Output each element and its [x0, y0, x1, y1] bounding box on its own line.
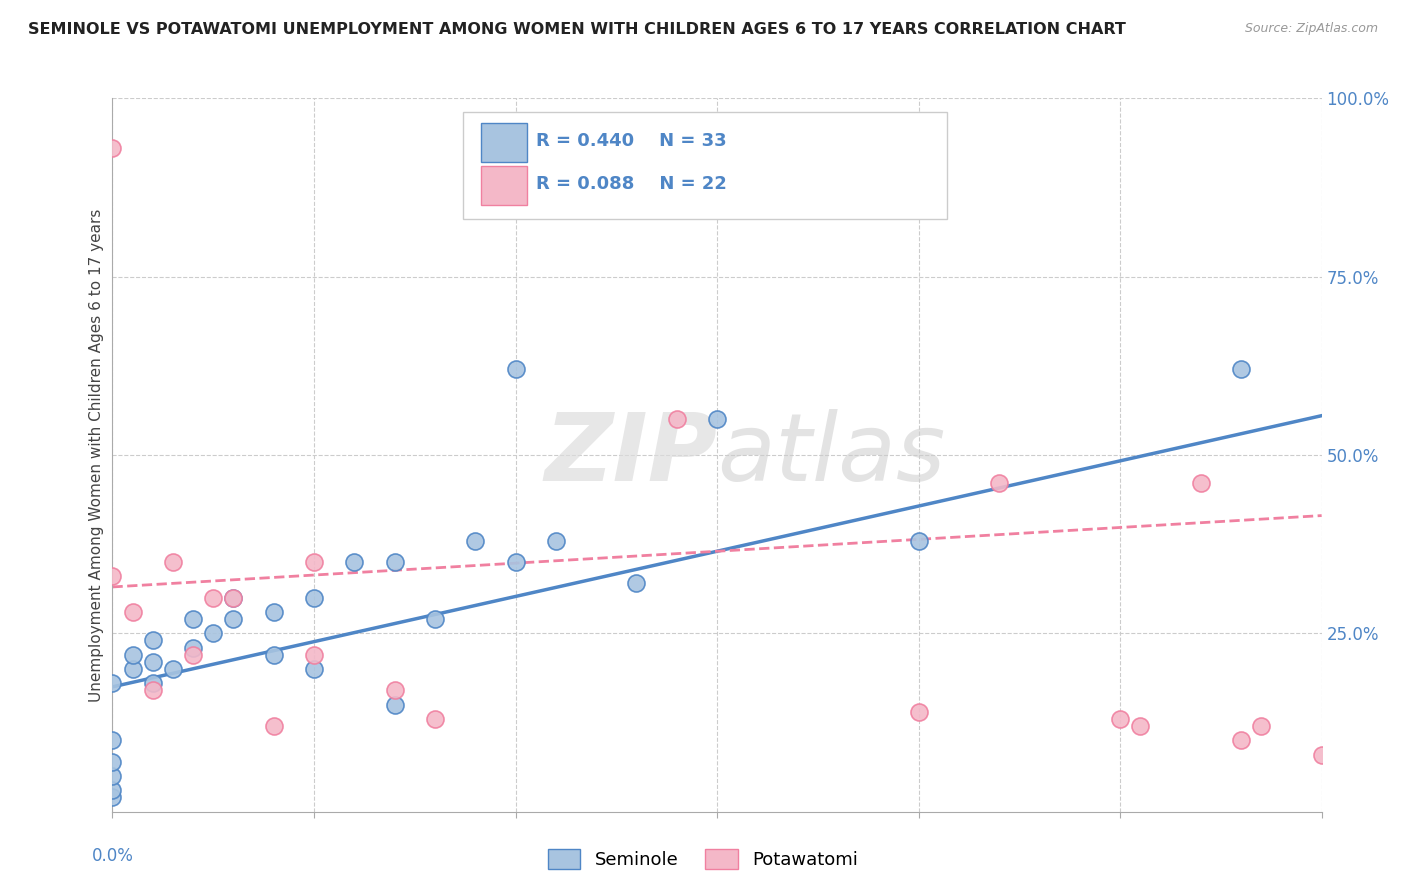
Point — [101, 790, 124, 805]
Point — [101, 141, 124, 155]
Point — [181, 612, 204, 626]
Point — [302, 662, 325, 676]
FancyBboxPatch shape — [481, 166, 527, 205]
Point — [302, 591, 325, 605]
Point — [907, 533, 929, 548]
Point — [142, 655, 165, 669]
Point — [1109, 712, 1132, 726]
Point — [162, 555, 184, 569]
Point — [1189, 476, 1212, 491]
Point — [101, 733, 124, 747]
Point — [626, 576, 648, 591]
Point — [1310, 747, 1333, 762]
FancyBboxPatch shape — [463, 112, 946, 219]
Point — [423, 612, 446, 626]
Point — [101, 769, 124, 783]
Point — [505, 362, 527, 376]
Point — [1230, 733, 1253, 747]
Point — [464, 533, 486, 548]
Point — [142, 683, 165, 698]
FancyBboxPatch shape — [481, 123, 527, 162]
Point — [222, 591, 245, 605]
Point — [263, 648, 285, 662]
Y-axis label: Unemployment Among Women with Children Ages 6 to 17 years: Unemployment Among Women with Children A… — [89, 208, 104, 702]
Point — [1129, 719, 1152, 733]
Point — [142, 676, 165, 690]
Point — [384, 683, 406, 698]
Point — [181, 640, 204, 655]
Text: SEMINOLE VS POTAWATOMI UNEMPLOYMENT AMONG WOMEN WITH CHILDREN AGES 6 TO 17 YEARS: SEMINOLE VS POTAWATOMI UNEMPLOYMENT AMON… — [28, 22, 1126, 37]
Point — [1230, 362, 1253, 376]
Point — [907, 705, 929, 719]
Point — [505, 555, 527, 569]
Text: R = 0.440    N = 33: R = 0.440 N = 33 — [536, 132, 727, 150]
Point — [101, 755, 124, 769]
Point — [101, 569, 124, 583]
Point — [1250, 719, 1272, 733]
Point — [302, 555, 325, 569]
Point — [142, 633, 165, 648]
Point — [384, 698, 406, 712]
Point — [988, 476, 1011, 491]
Text: R = 0.088    N = 22: R = 0.088 N = 22 — [536, 175, 727, 193]
Point — [302, 648, 325, 662]
Point — [263, 719, 285, 733]
Point — [343, 555, 366, 569]
Point — [121, 605, 143, 619]
Text: atlas: atlas — [717, 409, 945, 500]
Point — [384, 555, 406, 569]
Point — [101, 783, 124, 797]
Point — [222, 591, 245, 605]
Text: Source: ZipAtlas.com: Source: ZipAtlas.com — [1244, 22, 1378, 36]
Point — [101, 676, 124, 690]
Point — [423, 712, 446, 726]
Point — [202, 591, 225, 605]
Point — [665, 412, 688, 426]
Point — [181, 648, 204, 662]
Legend: Seminole, Potawatomi: Seminole, Potawatomi — [538, 839, 868, 879]
Point — [222, 612, 245, 626]
Point — [544, 533, 567, 548]
Point — [202, 626, 225, 640]
Text: ZIP: ZIP — [544, 409, 717, 501]
Point — [162, 662, 184, 676]
Text: 0.0%: 0.0% — [91, 847, 134, 865]
Point — [706, 412, 728, 426]
Point — [263, 605, 285, 619]
Point — [121, 648, 143, 662]
Point — [121, 662, 143, 676]
